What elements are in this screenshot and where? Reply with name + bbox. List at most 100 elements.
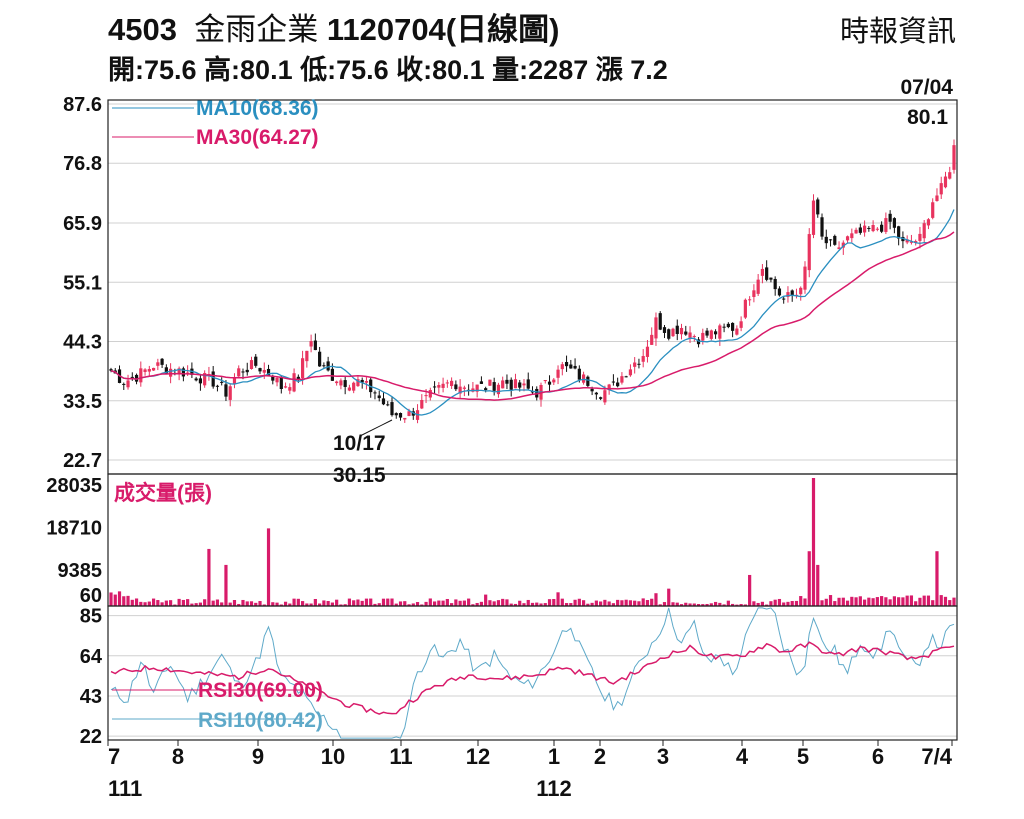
candle-body: [232, 377, 237, 385]
volume-bar: [713, 601, 718, 606]
volume-bar: [241, 599, 245, 606]
volume-bar: [207, 548, 211, 606]
rsi-tick-label: 43: [80, 686, 102, 708]
volume-bar: [594, 600, 598, 606]
volume-bar: [573, 599, 577, 606]
volume-bar: [454, 599, 458, 606]
candle-body: [760, 268, 765, 276]
candle-body: [552, 379, 556, 383]
candle-body: [390, 402, 394, 416]
volume-bar: [143, 602, 147, 606]
candle-body: [326, 361, 330, 371]
volume-bar: [411, 603, 415, 606]
rsi30-legend-label: RSI30(69.00): [198, 679, 323, 702]
volume-bar: [130, 599, 134, 606]
price-tick-label: 87.6: [63, 94, 102, 116]
candle-body: [564, 362, 569, 367]
candle-body: [765, 267, 769, 280]
volume-bar: [888, 599, 892, 606]
candle-body: [722, 326, 726, 328]
volume-bar: [718, 602, 722, 606]
volume-bar: [151, 598, 156, 606]
candle-body: [488, 379, 492, 386]
candle-body: [194, 378, 198, 381]
volume-bar: [292, 598, 296, 606]
rsi30-line: [110, 641, 955, 715]
candle-body: [616, 382, 620, 387]
candle-body: [790, 290, 794, 296]
volume-tick-label: 9385: [58, 560, 103, 582]
price-tick-label: 44.3: [63, 332, 102, 354]
candle-body: [445, 382, 449, 384]
candle-body: [943, 176, 948, 188]
candle-body: [658, 313, 662, 330]
volume-bar: [122, 596, 126, 606]
volume-bar: [305, 603, 309, 606]
volume-bar: [552, 598, 556, 606]
volume-bar: [590, 602, 594, 606]
candle-body: [245, 369, 249, 373]
candle-body: [654, 317, 658, 339]
candle-body: [394, 413, 398, 416]
candle-body: [258, 368, 262, 372]
volume-bar: [309, 603, 313, 606]
volume-bar: [748, 574, 752, 606]
candle-body: [522, 383, 526, 386]
volume-bar: [360, 600, 364, 606]
volume-bar: [173, 604, 177, 606]
candle-body: [914, 241, 918, 243]
candle-body: [892, 218, 896, 228]
volume-bar: [513, 603, 518, 606]
volume-bar: [841, 597, 845, 606]
volume-bar: [850, 596, 854, 606]
volume-bar: [266, 528, 271, 606]
volume-bar: [611, 603, 615, 606]
volume-bar: [935, 551, 939, 606]
candle-body: [526, 379, 530, 389]
volume-bar: [756, 602, 760, 606]
volume-bar: [692, 603, 696, 606]
candle-body: [156, 362, 160, 366]
candle-body: [833, 235, 837, 245]
price-tick-label: 65.9: [63, 213, 102, 235]
candle-body: [624, 376, 628, 378]
candle-body: [398, 413, 403, 418]
candle-body: [573, 365, 577, 369]
candle-body: [909, 241, 914, 243]
candle-body: [905, 239, 909, 243]
candle-body: [897, 226, 901, 239]
volume-bar: [543, 603, 547, 606]
candle-body: [777, 288, 782, 296]
volume-bar: [586, 603, 590, 606]
candle-body: [160, 358, 164, 365]
candle-body: [505, 379, 509, 384]
volume-bar: [616, 599, 620, 606]
volume-bar: [458, 600, 462, 606]
volume-bar: [684, 602, 688, 606]
volume-bar: [845, 600, 850, 606]
candle-body: [611, 381, 615, 383]
volume-bar: [862, 599, 867, 606]
volume-bar: [909, 595, 914, 606]
volume-bar: [599, 601, 603, 606]
volume-tick-label: 18710: [46, 518, 102, 540]
volume-bar: [807, 551, 811, 606]
candle-body: [169, 368, 173, 377]
axis-labels: 87.6 76.8 65.9 55.1 44.3 33.5 22.7 MA10(68.36) M…: [46, 76, 953, 801]
candle-body: [513, 379, 518, 389]
volume-bar: [475, 602, 479, 606]
candle-body: [420, 399, 424, 409]
candle-body: [335, 381, 339, 384]
candle-body: [279, 377, 283, 389]
candle-body: [560, 364, 564, 370]
candle-body: [364, 381, 369, 383]
volume-bar: [603, 599, 607, 606]
candle-body: [501, 380, 505, 389]
volume-bar: [228, 602, 232, 606]
high-date-annotation: 07/04: [900, 76, 953, 99]
candle-body: [590, 388, 594, 392]
volume-bar: [905, 595, 909, 606]
volume-bar: [897, 597, 901, 606]
volume-bar: [884, 597, 888, 606]
